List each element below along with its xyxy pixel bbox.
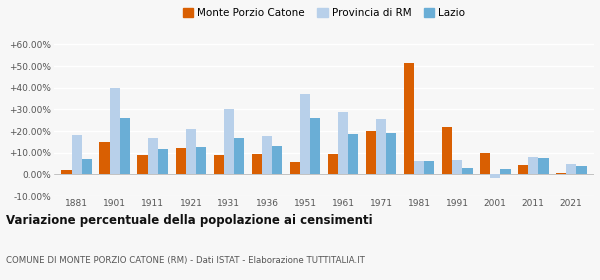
Bar (462, 168, 473, 174)
Bar (518, 165, 528, 174)
Bar (538, 158, 548, 174)
Text: COMUNE DI MONTE PORZIO CATONE (RM) - Dati ISTAT - Elaborazione TUTTITALIA.IT: COMUNE DI MONTE PORZIO CATONE (RM) - Dat… (6, 256, 365, 265)
Bar (82, 159, 92, 174)
Bar (328, 154, 338, 174)
Bar (214, 155, 224, 174)
Bar (442, 127, 452, 174)
Bar (300, 94, 310, 174)
Bar (577, 166, 587, 174)
Legend: Monte Porzio Catone, Provincia di RM, Lazio: Monte Porzio Catone, Provincia di RM, La… (179, 5, 469, 22)
Bar (414, 161, 424, 174)
Bar (376, 119, 386, 174)
Bar (262, 136, 272, 174)
Bar (61, 170, 71, 174)
Bar (196, 147, 206, 174)
Bar (234, 137, 244, 174)
Bar (110, 88, 120, 174)
Bar (338, 111, 348, 174)
Bar (365, 131, 376, 174)
Bar (404, 63, 414, 174)
Bar (480, 153, 490, 174)
Bar (386, 133, 397, 174)
Bar (556, 173, 566, 174)
Bar (120, 118, 130, 174)
Bar (310, 118, 320, 174)
Bar (148, 137, 158, 174)
Bar (137, 155, 148, 174)
Bar (452, 160, 462, 174)
Bar (224, 109, 234, 174)
Bar (186, 129, 196, 174)
Bar (71, 135, 82, 174)
Bar (566, 164, 577, 174)
Text: Variazione percentuale della popolazione ai censimenti: Variazione percentuale della popolazione… (6, 214, 373, 227)
Bar (490, 174, 500, 178)
Bar (500, 169, 511, 174)
Bar (424, 161, 434, 174)
Bar (290, 162, 300, 174)
Bar (251, 154, 262, 174)
Bar (100, 142, 110, 174)
Bar (176, 148, 186, 174)
Bar (158, 150, 168, 174)
Bar (272, 146, 283, 174)
Bar (528, 157, 538, 174)
Bar (348, 134, 358, 174)
